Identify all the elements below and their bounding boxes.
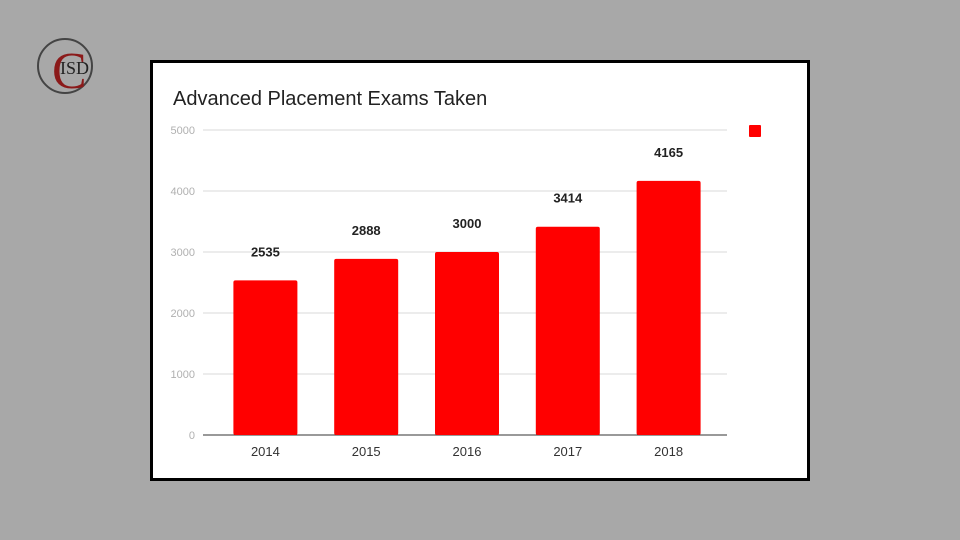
bar-chart: Advanced Placement Exams Taken 0 1000 2000… [171,88,761,459]
bar [334,258,399,435]
x-tick-label: 2015 [352,444,381,459]
x-tick-label: 2017 [553,444,582,459]
data-label: 2535 [251,244,280,259]
x-tick-label: 2018 [654,444,683,459]
y-tick-label: 1000 [171,369,195,381]
chart-title: Advanced Placement Exams Taken [173,88,487,110]
data-label: 2888 [352,223,381,238]
bar [233,280,298,435]
x-axis-labels: 2014 2015 2016 2017 2018 [251,444,683,459]
bar [435,252,499,435]
data-labels: 2535 2888 3000 3414 4165 [251,145,683,259]
y-tick-label: 5000 [171,125,195,137]
logo-letter-c: C [52,43,87,98]
bar [535,226,600,435]
data-label: 3000 [453,216,482,231]
bar [636,180,701,435]
logo-ring [37,38,93,94]
data-label: 4165 [654,145,683,160]
y-tick-label: 0 [189,430,195,442]
data-label: 3414 [553,191,583,206]
legend [749,125,761,137]
y-tick-label: 3000 [171,247,195,259]
logo-letters-isd: ISD [60,58,89,78]
cisd-logo: C ISD [37,38,93,98]
y-tick-label: 4000 [171,186,195,198]
y-axis-ticks: 0 1000 2000 3000 4000 5000 [171,125,195,442]
chart-panel: Advanced Placement Exams Taken 0 1000 2000… [150,60,810,481]
x-tick-label: 2014 [251,444,280,459]
bars [233,180,701,435]
x-tick-label: 2016 [453,444,482,459]
y-tick-label: 2000 [171,308,195,320]
legend-swatch [749,125,761,137]
